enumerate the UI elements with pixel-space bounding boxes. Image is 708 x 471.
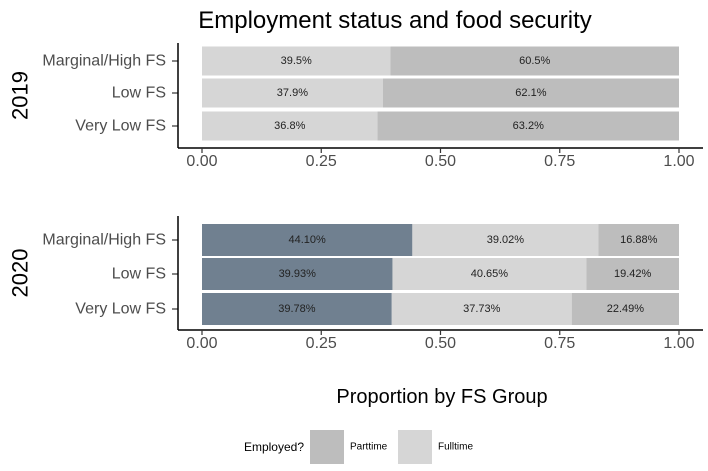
data-label: 19.42% <box>614 268 652 280</box>
x-tick-label: 0.00 <box>186 153 217 170</box>
data-label: 37.9% <box>277 87 308 99</box>
bar-segment <box>382 78 679 108</box>
x-tick-label: 0.75 <box>544 153 575 170</box>
x-tick-label: 0.50 <box>425 153 456 170</box>
x-tick-label: 0.00 <box>186 335 217 352</box>
bar-segment <box>202 46 391 76</box>
data-label: 39.78% <box>278 303 316 315</box>
panel-2019: 2019 39.5% 60.5% Marginal/High FS 37.9% 62.1%… <box>8 43 703 170</box>
x-tick-label: 1.00 <box>663 335 694 352</box>
x-tick-label: 0.25 <box>306 335 337 352</box>
data-label: 63.2% <box>513 120 544 132</box>
category-label: Marginal/High FS <box>42 232 166 249</box>
x-tick-label: 0.50 <box>425 335 456 352</box>
bar-segment <box>202 293 392 325</box>
category-label: Low FS <box>112 85 166 102</box>
bar-segment <box>391 293 572 325</box>
chart-title: Employment status and food security <box>198 7 592 34</box>
bar-segment <box>202 78 383 108</box>
category-label: Very Low FS <box>75 301 166 318</box>
x-tick-label: 1.00 <box>663 153 694 170</box>
category-label: Very Low FS <box>75 118 166 135</box>
legend-swatch <box>310 430 344 464</box>
data-label: 16.88% <box>620 234 658 246</box>
panels: 2019 39.5% 60.5% Marginal/High FS 37.9% 62.1%… <box>8 43 703 352</box>
panel-label: 2020 <box>8 249 33 298</box>
bar-segment <box>586 258 679 290</box>
x-axis-label: Proportion by FS Group <box>336 386 547 408</box>
bar-segment <box>202 224 413 256</box>
bar-segment <box>571 293 679 325</box>
legend-swatch <box>398 430 432 464</box>
data-label: 39.02% <box>487 234 525 246</box>
legend: Employed? Parttime Fulltime <box>244 430 473 464</box>
panel-label: 2019 <box>8 71 33 120</box>
data-label: 22.49% <box>607 303 645 315</box>
x-tick-label: 0.25 <box>306 153 337 170</box>
data-label: 39.5% <box>281 55 312 67</box>
category-label: Marginal/High FS <box>42 53 166 70</box>
bar-segment <box>377 111 679 141</box>
bar-segment <box>392 258 587 290</box>
category-label: Low FS <box>112 266 166 283</box>
bar-segment <box>202 258 393 290</box>
data-label: 40.65% <box>471 268 509 280</box>
data-label: 62.1% <box>515 87 546 99</box>
data-label: 36.8% <box>274 120 305 132</box>
data-label: 44.10% <box>289 234 327 246</box>
data-label: 37.73% <box>463 303 501 315</box>
bar-segment <box>598 224 679 256</box>
legend-label: Fulltime <box>438 442 473 453</box>
legend-title: Employed? <box>244 440 304 454</box>
bar-segment <box>412 224 599 256</box>
x-tick-label: 0.75 <box>544 335 575 352</box>
panel-2020: 2020 44.10% 39.02% 16.88% Marginal/High FS 39… <box>8 216 703 352</box>
data-label: 39.93% <box>279 268 317 280</box>
data-label: 60.5% <box>519 55 550 67</box>
legend-label: Parttime <box>350 442 388 453</box>
bar-segment <box>390 46 679 76</box>
bar-segment <box>202 111 378 141</box>
